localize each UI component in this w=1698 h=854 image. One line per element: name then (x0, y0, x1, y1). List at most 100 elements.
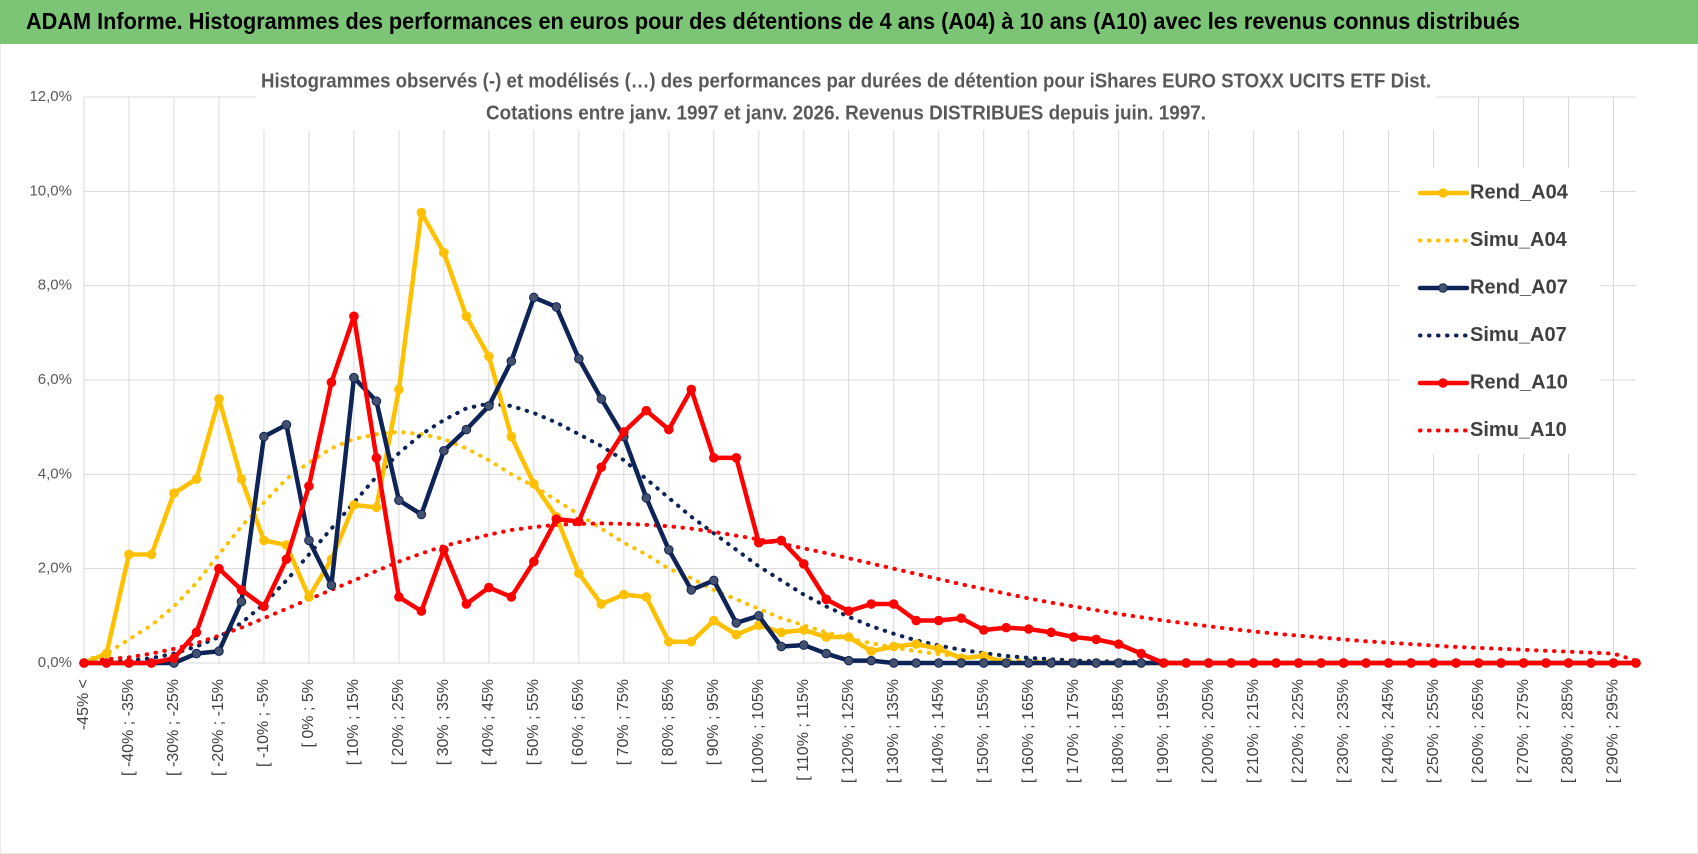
marker (978, 625, 989, 635)
y-tick-label: 2,0% (38, 560, 72, 577)
x-tick-label: [ 220% ; 225% (1290, 679, 1307, 783)
marker (1203, 658, 1214, 668)
marker (1518, 658, 1529, 668)
marker (349, 500, 359, 510)
x-tick-label: [ 290% ; 295% (1605, 679, 1622, 783)
marker (439, 445, 449, 456)
x-tick-label: [ 200% ; 205% (1200, 679, 1217, 783)
marker (1113, 658, 1124, 668)
marker (169, 653, 179, 664)
x-tick-label: [ 10% ; 15% (345, 679, 362, 765)
marker (686, 636, 697, 647)
marker (371, 396, 382, 407)
x-tick-label: [ 90% ; 95% (705, 679, 722, 765)
marker (1181, 658, 1191, 668)
marker (596, 599, 607, 609)
marker (1631, 658, 1641, 668)
x-tick-label: [ 0% ; 5% (300, 679, 317, 747)
marker (551, 302, 562, 312)
marker (124, 658, 134, 668)
marker (708, 615, 719, 626)
marker (731, 629, 742, 640)
marker (1158, 658, 1169, 668)
marker (933, 658, 944, 668)
marker (304, 535, 314, 546)
y-tick-label: 6,0% (38, 371, 72, 388)
marker (843, 632, 854, 642)
marker (866, 655, 877, 666)
marker (101, 658, 112, 668)
y-tick-label: 12,0% (29, 88, 72, 105)
marker (259, 601, 269, 612)
marker (574, 568, 584, 579)
marker (1091, 634, 1101, 645)
marker (236, 474, 247, 484)
marker (574, 516, 584, 527)
x-tick-label: [ 60% ; 65% (570, 679, 587, 765)
marker (664, 545, 674, 555)
x-tick-label: [ 20% ; 25% (390, 679, 407, 765)
marker (101, 648, 112, 659)
marker (169, 488, 179, 499)
marker (394, 384, 404, 395)
marker (326, 580, 337, 590)
marker (933, 644, 944, 654)
marker (843, 606, 854, 616)
marker (1001, 658, 1012, 668)
marker (214, 394, 224, 404)
marker (484, 351, 494, 362)
marker (1496, 658, 1506, 668)
marker (821, 594, 832, 605)
header-title: ADAM Informe. Histogrammes des performan… (26, 8, 1520, 34)
x-tick-label: -45% < (75, 679, 92, 730)
legend-marker (1438, 188, 1448, 198)
marker (776, 641, 787, 652)
marker (1068, 632, 1079, 642)
marker (1541, 658, 1551, 668)
legend-label: Simu_A04 (1470, 229, 1568, 251)
marker (596, 462, 607, 473)
marker (461, 311, 472, 322)
marker (911, 639, 922, 649)
marker (911, 658, 922, 668)
line (81, 314, 1639, 666)
marker (798, 640, 809, 650)
x-tick-label: [ -30% ; -25% (165, 679, 182, 776)
marker (1293, 658, 1304, 668)
marker (281, 420, 292, 430)
x-tick-label: [ -20% ; -15% (210, 679, 227, 776)
marker (686, 585, 697, 595)
legend-label: Rend_A07 (1470, 276, 1568, 298)
marker (461, 599, 472, 609)
marker (1428, 658, 1439, 668)
x-tick-label: [ 130% ; 135% (885, 679, 902, 783)
marker (236, 596, 247, 607)
y-tick-label: 8,0% (38, 277, 72, 294)
marker (798, 559, 809, 569)
x-tick-label: [ 240% ; 245% (1380, 679, 1397, 783)
marker (731, 618, 742, 628)
marker (416, 606, 427, 616)
marker (1316, 658, 1326, 668)
legend-label: Simu_A07 (1470, 324, 1567, 346)
x-tick-label: [ 100% ; 105% (750, 679, 767, 783)
marker (821, 648, 832, 659)
marker (304, 481, 314, 491)
x-tick-label: [ 280% ; 285% (1560, 679, 1577, 783)
x-tick-label: [ 190% ; 195% (1155, 679, 1172, 783)
marker (619, 589, 629, 600)
marker (596, 394, 607, 404)
x-tick-label: [ 210% ; 215% (1245, 679, 1262, 783)
marker (349, 372, 359, 383)
marker (1586, 658, 1596, 668)
marker (191, 627, 202, 638)
chart-title: Histogrammes observés (-) et modélisés (… (261, 70, 1431, 92)
marker (753, 611, 764, 621)
marker (1406, 658, 1416, 668)
legend: Rend_A04 Simu_A04 Rend_A07 Simu_A07 Rend_A10… (1400, 168, 1600, 454)
dotted-line (82, 521, 1638, 663)
marker (776, 535, 787, 546)
marker (439, 247, 449, 258)
marker (191, 648, 202, 659)
marker (888, 641, 899, 652)
